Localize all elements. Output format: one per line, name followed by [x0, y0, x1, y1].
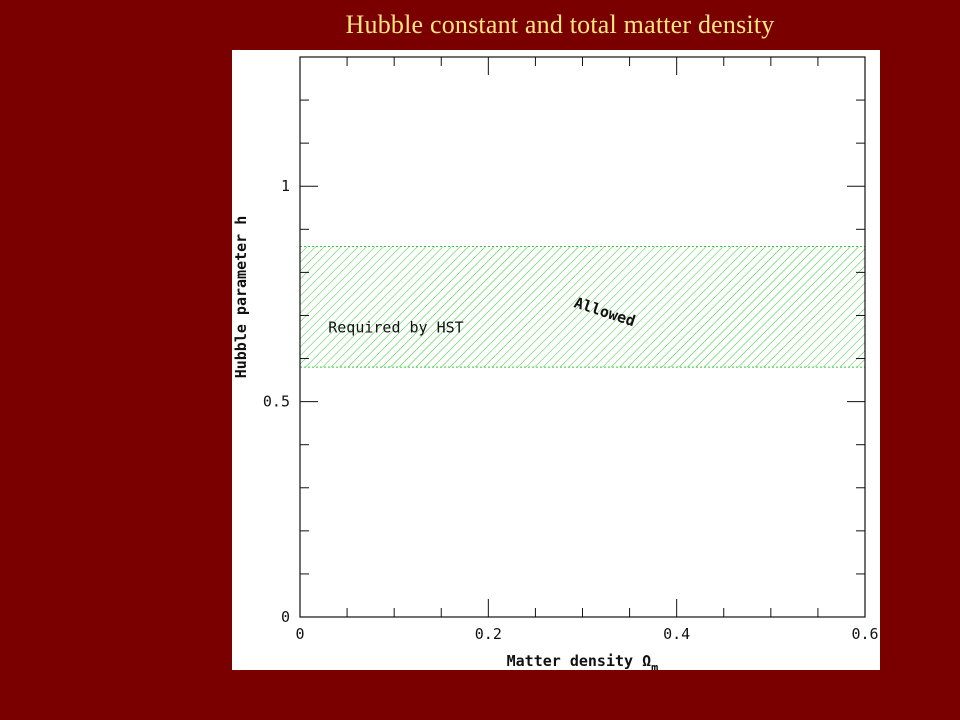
hubble-density-chart: 0 0.2 0.4 0.6 0 0.5 1 Matter density Ωm Hubble p… [232, 56, 879, 670]
chart-panel: 0 0.2 0.4 0.6 0 0.5 1 Matter density Ωm Hubble p… [232, 50, 880, 670]
y-tick-label: 0.5 [263, 393, 290, 411]
y-tick-label: 0 [281, 608, 290, 626]
plot-frame [299, 56, 866, 618]
slide-title: Hubble constant and total matter density [345, 10, 775, 39]
x-tick-label: 0.2 [475, 625, 502, 643]
x-axis-label: Matter density Ωm [507, 652, 659, 670]
y-axis-label: Hubble parameter h [232, 216, 250, 379]
allowed-band [300, 246, 865, 368]
labels-layer: 0 0.2 0.4 0.6 0 0.5 1 Matter density Ωm Hubble p… [232, 177, 879, 670]
x-tick-label: 0.4 [663, 625, 690, 643]
x-axis-label-subscript: m [651, 661, 658, 670]
y-tick-label: 1 [281, 177, 290, 195]
x-tick-label: 0.6 [851, 625, 878, 643]
bands-layer [300, 246, 865, 368]
x-tick-label: 0 [295, 625, 304, 643]
annotation-required-by-hst: Required by HST [328, 319, 463, 337]
